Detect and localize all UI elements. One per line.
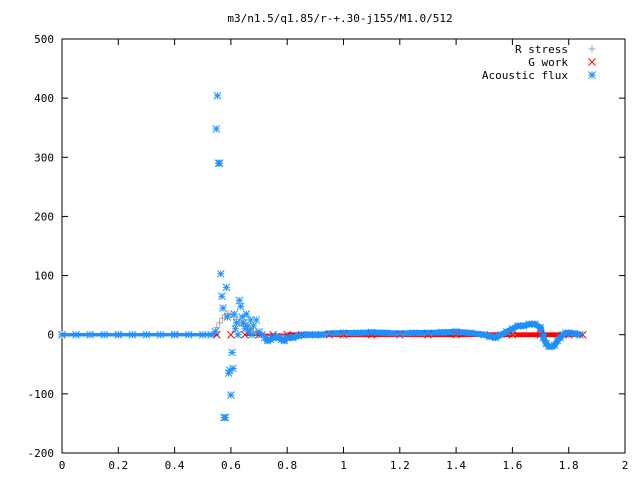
data-point bbox=[531, 320, 539, 328]
data-point bbox=[539, 333, 548, 342]
data-point bbox=[236, 302, 245, 311]
data-point bbox=[216, 319, 224, 327]
data-point bbox=[263, 336, 272, 345]
data-point bbox=[230, 310, 239, 318]
data-point bbox=[219, 304, 227, 312]
data-point bbox=[227, 391, 235, 399]
data-point bbox=[424, 329, 432, 337]
data-point bbox=[184, 330, 193, 339]
data-point bbox=[222, 283, 231, 292]
data-point bbox=[238, 313, 247, 321]
x-tick-label: 1.8 bbox=[559, 459, 579, 472]
data-point bbox=[353, 329, 362, 337]
y-tick-label: 200 bbox=[34, 210, 54, 223]
data-point bbox=[317, 330, 325, 339]
y-tick-label: 400 bbox=[34, 92, 54, 105]
legend-marker bbox=[588, 45, 596, 53]
data-point bbox=[395, 329, 404, 338]
data-point bbox=[211, 327, 220, 336]
x-tick-label: 1.4 bbox=[446, 459, 466, 472]
data-point bbox=[288, 333, 297, 342]
data-point bbox=[242, 310, 251, 318]
data-point bbox=[241, 330, 249, 339]
data-point bbox=[198, 330, 207, 339]
x-tick-label: 2 bbox=[622, 459, 629, 472]
data-point bbox=[218, 292, 226, 301]
data-point bbox=[234, 330, 242, 339]
data-point bbox=[239, 319, 248, 327]
data-point bbox=[213, 91, 222, 100]
data-point bbox=[170, 330, 179, 339]
y-tick-label: -200 bbox=[28, 447, 55, 460]
data-point bbox=[508, 330, 517, 339]
data-point bbox=[248, 330, 256, 339]
y-tick-label: 0 bbox=[47, 329, 54, 342]
data-point bbox=[212, 125, 221, 133]
data-point bbox=[221, 413, 230, 422]
data-point bbox=[410, 329, 418, 337]
data-point bbox=[466, 329, 475, 337]
data-point bbox=[367, 328, 376, 337]
y-tick-label: 500 bbox=[34, 33, 54, 46]
data-point bbox=[570, 329, 579, 338]
y-tick-label: 100 bbox=[34, 270, 54, 283]
g-work-band-left bbox=[244, 333, 288, 336]
data-point bbox=[452, 327, 460, 336]
x-tick-label: 0.4 bbox=[165, 459, 185, 472]
data-point bbox=[223, 313, 232, 321]
y-tick-label: 300 bbox=[34, 151, 54, 164]
data-point bbox=[72, 330, 80, 339]
data-point bbox=[235, 296, 244, 305]
acoustic-flux-baseline-band bbox=[62, 332, 217, 337]
data-point bbox=[114, 330, 123, 339]
data-point bbox=[229, 364, 238, 373]
x-tick-label: 1.6 bbox=[502, 459, 522, 472]
x-tick-label: 0.2 bbox=[108, 459, 128, 472]
legend-label: Acoustic flux bbox=[482, 69, 568, 82]
legend-marker bbox=[588, 71, 596, 79]
data-point bbox=[128, 330, 137, 339]
data-point bbox=[381, 329, 390, 337]
x-tick-label: 1.2 bbox=[390, 459, 410, 472]
y-tick-label: -100 bbox=[28, 388, 55, 401]
data-point bbox=[86, 330, 95, 339]
data-point bbox=[576, 330, 584, 339]
legend-marker bbox=[588, 58, 596, 66]
data-point bbox=[514, 321, 522, 330]
data-point bbox=[58, 330, 66, 339]
x-tick-label: 1 bbox=[340, 459, 347, 472]
data-point bbox=[232, 319, 241, 327]
x-tick-label: 0 bbox=[59, 459, 66, 472]
data-point bbox=[227, 330, 235, 339]
x-tick-label: 0.6 bbox=[221, 459, 241, 472]
data-point bbox=[252, 316, 261, 324]
chart-title: m3/n1.5/q1.85/r-+.30-j155/M1.0/512 bbox=[227, 12, 452, 25]
legend-label: G work bbox=[528, 56, 568, 69]
data-point bbox=[156, 330, 165, 339]
axis-ticks: 0 0.2 0.4 0.6 0.8 1 1.2 1.4 1.6 1.8 2 500 400 300 200 1… bbox=[28, 33, 629, 472]
data-point bbox=[215, 159, 224, 168]
data-point bbox=[216, 269, 225, 278]
plot-points bbox=[58, 91, 587, 422]
data-point bbox=[438, 328, 446, 337]
data-point bbox=[207, 330, 216, 339]
data-point bbox=[325, 329, 334, 338]
plot-frame bbox=[61, 38, 626, 454]
data-point bbox=[100, 330, 109, 339]
data-point bbox=[519, 321, 528, 330]
data-point bbox=[536, 323, 545, 332]
series-acoustic-flux bbox=[58, 91, 584, 422]
data-point bbox=[480, 330, 489, 339]
data-point bbox=[142, 330, 151, 339]
data-point bbox=[228, 348, 236, 357]
x-tick-label: 0.8 bbox=[277, 459, 297, 472]
data-point bbox=[305, 330, 314, 339]
data-point bbox=[559, 330, 567, 339]
data-point bbox=[231, 324, 240, 333]
data-point bbox=[339, 329, 348, 337]
legend-label: R stress bbox=[515, 43, 568, 56]
